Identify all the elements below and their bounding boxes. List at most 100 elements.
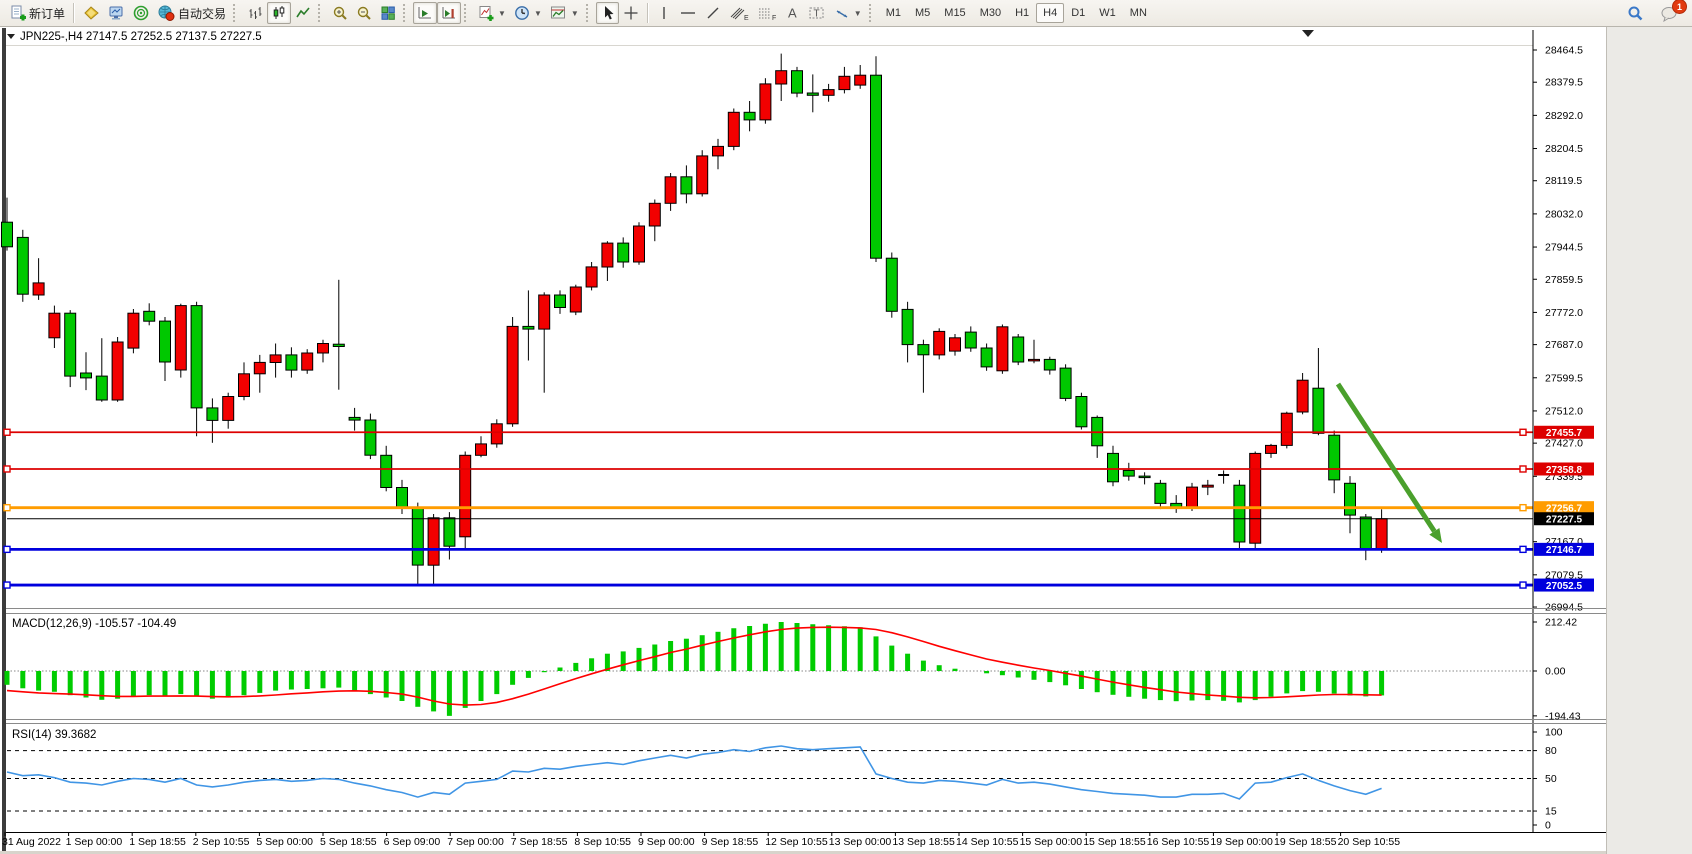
template-icon <box>550 6 565 19</box>
zoom-in-button[interactable] <box>328 2 352 24</box>
price-line-badge <box>1534 578 1594 592</box>
candle-body-down <box>348 416 361 421</box>
timeframe-m30[interactable]: M30 <box>973 3 1008 23</box>
symbol-dropdown-icon[interactable] <box>7 34 15 39</box>
data-window-button[interactable] <box>129 2 154 24</box>
down-arrow-object[interactable] <box>1335 382 1437 533</box>
down-arrow-head <box>1429 528 1442 543</box>
cursor-tool-button[interactable] <box>595 2 619 24</box>
line-anchor-handle[interactable] <box>1519 428 1527 436</box>
auto-scroll-button[interactable] <box>413 2 438 24</box>
candle-body-down <box>364 419 377 456</box>
price-tick-label: 28464.5 <box>1545 45 1583 57</box>
candle-body-up <box>601 242 614 268</box>
zoom-in-icon <box>333 6 347 20</box>
candle-body-down <box>1344 482 1356 516</box>
candlestick-mode-button[interactable] <box>267 2 292 24</box>
toolbar-grip <box>585 4 593 22</box>
fibonacci-tool-button[interactable]: F <box>753 2 781 24</box>
search-button[interactable] <box>1623 2 1648 24</box>
candle-body-down <box>1328 434 1341 481</box>
crosshair-tool-button[interactable] <box>619 2 643 24</box>
candle-body-up <box>838 75 851 91</box>
toolbar-separator <box>73 3 76 23</box>
chart-background <box>0 27 1692 854</box>
candle-body-down <box>791 70 803 94</box>
timeframe-mn[interactable]: MN <box>1123 3 1154 23</box>
notifications-button[interactable]: 1 <box>1656 0 1687 24</box>
time-tick-label: 9 Sep 00:00 <box>638 836 695 848</box>
candle-body-up <box>696 155 709 195</box>
candle-body-down <box>443 517 456 547</box>
timeframe-m1[interactable]: M1 <box>879 3 908 23</box>
line-anchor-handle[interactable] <box>3 465 11 473</box>
time-tick-label: 19 Sep 18:55 <box>1274 836 1337 848</box>
chart-shift-marker[interactable] <box>1302 30 1314 37</box>
profiles-button[interactable] <box>79 2 104 24</box>
price-tick-label: 27944.5 <box>1545 242 1583 254</box>
line-anchor-handle[interactable] <box>3 503 11 512</box>
line-chart-mode-button[interactable] <box>291 2 315 24</box>
candle-body-down <box>1107 452 1119 483</box>
candle-body-up <box>648 202 661 227</box>
candle-body-up <box>759 83 772 121</box>
timeframe-w1[interactable]: W1 <box>1092 3 1123 23</box>
indicators-button[interactable]: ▼ <box>474 2 510 24</box>
chart-shift-button[interactable] <box>437 2 462 24</box>
price-tick-label: 28032.0 <box>1545 208 1583 220</box>
candle-body-up <box>253 361 266 375</box>
periods-button[interactable]: ▼ <box>510 2 546 24</box>
candle-body-down <box>1122 469 1135 477</box>
candle-body-down <box>1138 475 1151 479</box>
candle-body-down <box>964 331 977 349</box>
timeframe-h1[interactable]: H1 <box>1008 3 1036 23</box>
candle-body-down <box>980 347 993 368</box>
line-anchor-handle[interactable] <box>1519 545 1527 554</box>
price-tick-label: 28204.5 <box>1545 143 1583 155</box>
line-anchor-handle[interactable] <box>3 581 11 589</box>
line-anchor-handle[interactable] <box>1519 581 1527 589</box>
bar-chart-mode-button[interactable] <box>243 2 267 24</box>
toolbar-grip <box>233 4 240 22</box>
arrows-tool-button[interactable]: ▼ <box>830 2 866 24</box>
line-anchor-handle[interactable] <box>3 545 11 554</box>
vertical-line-tool-button[interactable] <box>653 2 675 24</box>
line-anchor-handle[interactable] <box>1519 503 1527 512</box>
candle-body-up <box>1186 486 1198 508</box>
toolbar-grip <box>464 4 471 22</box>
candlestick-icon <box>273 6 285 19</box>
candle-body-down <box>206 407 219 421</box>
line-anchor-handle[interactable] <box>1519 465 1527 473</box>
timeframe-d1[interactable]: D1 <box>1064 3 1092 23</box>
timeframe-m15[interactable]: M15 <box>937 3 972 23</box>
templates-button[interactable]: ▼ <box>546 2 583 24</box>
text-tool-button[interactable]: A <box>781 2 804 24</box>
candle-body-up <box>585 266 598 288</box>
tile-windows-button[interactable] <box>376 2 400 24</box>
candle-body-up <box>996 326 1009 372</box>
auto-trading-button[interactable]: 自动交易 <box>154 2 230 24</box>
new-order-button[interactable]: 新订单 <box>6 2 69 24</box>
zoom-out-button[interactable] <box>352 2 376 24</box>
text-label-tool-button[interactable]: T <box>804 2 830 24</box>
candle-body-up <box>1296 379 1309 413</box>
timeframe-h4[interactable]: H4 <box>1036 3 1065 23</box>
equidistant-channel-tool-button[interactable]: E <box>725 2 753 24</box>
timeframe-m5[interactable]: M5 <box>908 3 937 23</box>
toolbar-grip <box>868 4 876 22</box>
candle-body-up <box>1201 484 1214 488</box>
line-anchor-handle[interactable] <box>3 428 11 436</box>
candle-body-up <box>775 70 788 85</box>
text-icon: A <box>788 6 797 21</box>
horizontal-line-tool-button[interactable] <box>675 2 701 24</box>
candle-body-down <box>885 257 898 312</box>
main-toolbar: 新订单 自动交易 <box>0 0 1692 27</box>
candle-body-down <box>870 74 882 259</box>
candle-body-up <box>633 225 645 263</box>
market-watch-button[interactable] <box>104 2 129 24</box>
bar-chart-icon <box>249 7 262 19</box>
candle-body-down <box>917 344 930 356</box>
trendline-tool-button[interactable] <box>701 2 725 24</box>
candle-body-down <box>1043 358 1056 371</box>
